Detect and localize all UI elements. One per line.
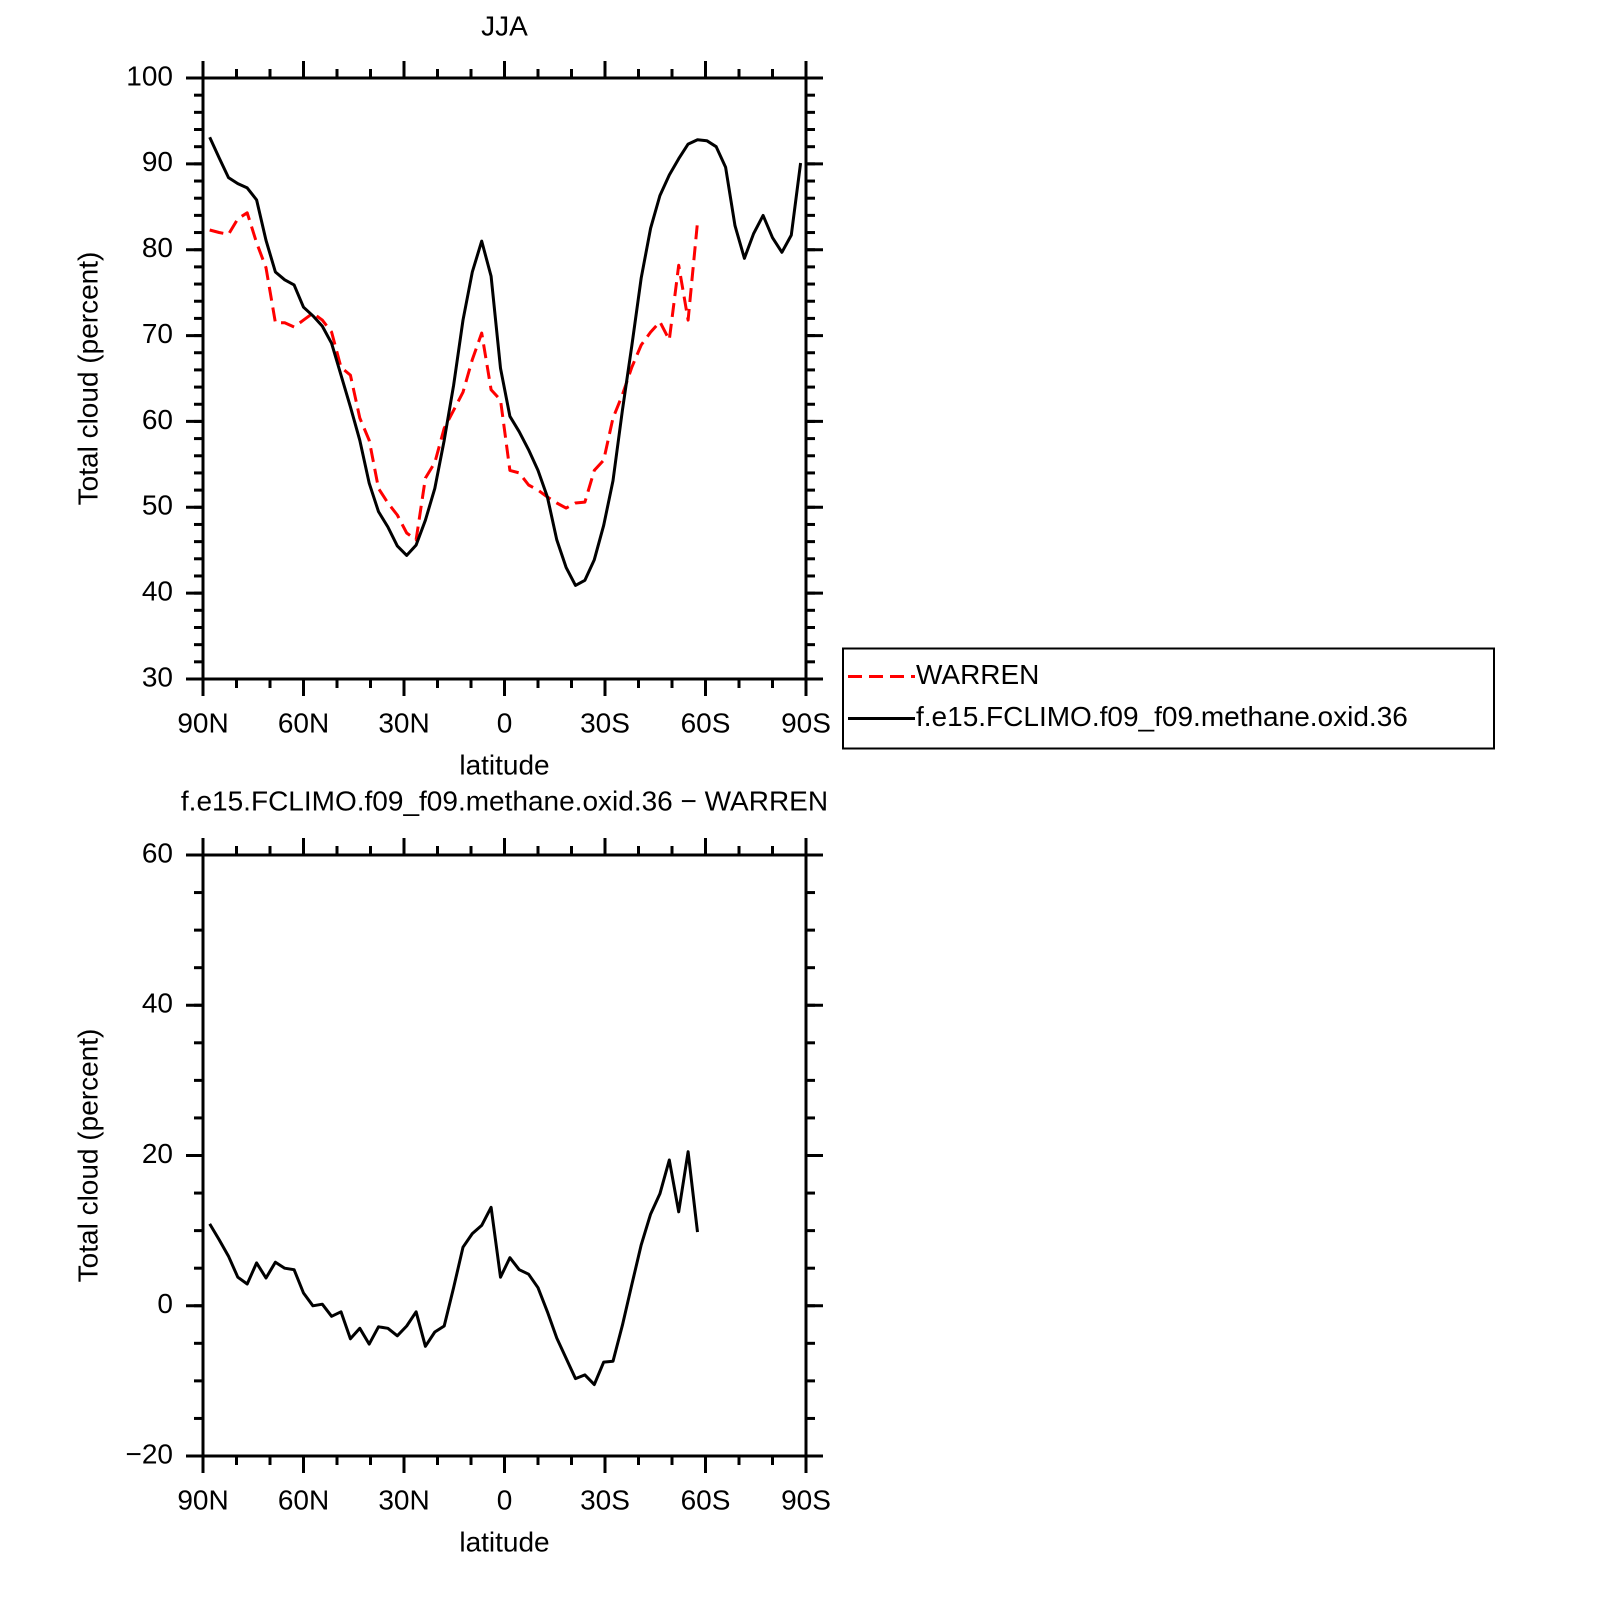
legend-label: WARREN [916, 659, 1039, 690]
data-line [209, 211, 699, 542]
y-tick-label: 0 [157, 1288, 173, 1319]
y-axis-label: Total cloud (percent) [72, 1029, 103, 1283]
x-tick-label: 0 [497, 707, 513, 738]
y-tick-label: 100 [126, 60, 173, 91]
plot-frame [201, 76, 808, 681]
y-tick-label: 70 [142, 318, 173, 349]
y-tick-label: 50 [142, 490, 173, 521]
chart-title: JJA [481, 10, 528, 41]
x-tick-label: 30N [378, 1484, 429, 1515]
x-tick-label: 30S [580, 1484, 630, 1515]
x-tick-label: 60N [278, 707, 329, 738]
y-tick-label: 90 [142, 146, 173, 177]
y-tick-label: 40 [142, 988, 173, 1019]
x-tick-label: 60S [681, 1484, 731, 1515]
legend: WARREN f.e15.FCLIMO.f09_f09.methane.oxid.… [842, 647, 1495, 750]
legend-box [842, 647, 1495, 750]
x-axis-label: latitude [459, 749, 549, 780]
chart-title: f.e15.FCLIMO.f09_f09.methane.oxid.36 − W… [181, 785, 828, 816]
x-tick-label: 60N [278, 1484, 329, 1515]
x-tick-label: 0 [497, 1484, 513, 1515]
y-tick-label: 40 [142, 576, 173, 607]
x-tick-label: 30N [378, 707, 429, 738]
legend-label: f.e15.FCLIMO.f09_f09.methane.oxid.36 [916, 701, 1408, 732]
y-tick-label: 20 [142, 1138, 173, 1169]
x-tick-label: 90S [781, 1484, 831, 1515]
x-axis-label: latitude [459, 1526, 549, 1557]
x-tick-label: 60S [681, 707, 731, 738]
y-tick-label: 80 [142, 232, 173, 263]
y-axis-label: Total cloud (percent) [72, 252, 103, 506]
y-tick-label: 60 [142, 837, 173, 868]
y-tick-label: −20 [126, 1438, 174, 1469]
y-tick-label: 60 [142, 404, 173, 435]
x-tick-label: 90S [781, 707, 831, 738]
data-line [208, 136, 803, 587]
plot-frame [201, 853, 808, 1458]
x-tick-label: 90N [177, 707, 228, 738]
x-tick-label: 90N [177, 1484, 228, 1515]
x-tick-label: 30S [580, 707, 630, 738]
data-line [208, 1150, 699, 1387]
y-tick-label: 30 [142, 661, 173, 692]
